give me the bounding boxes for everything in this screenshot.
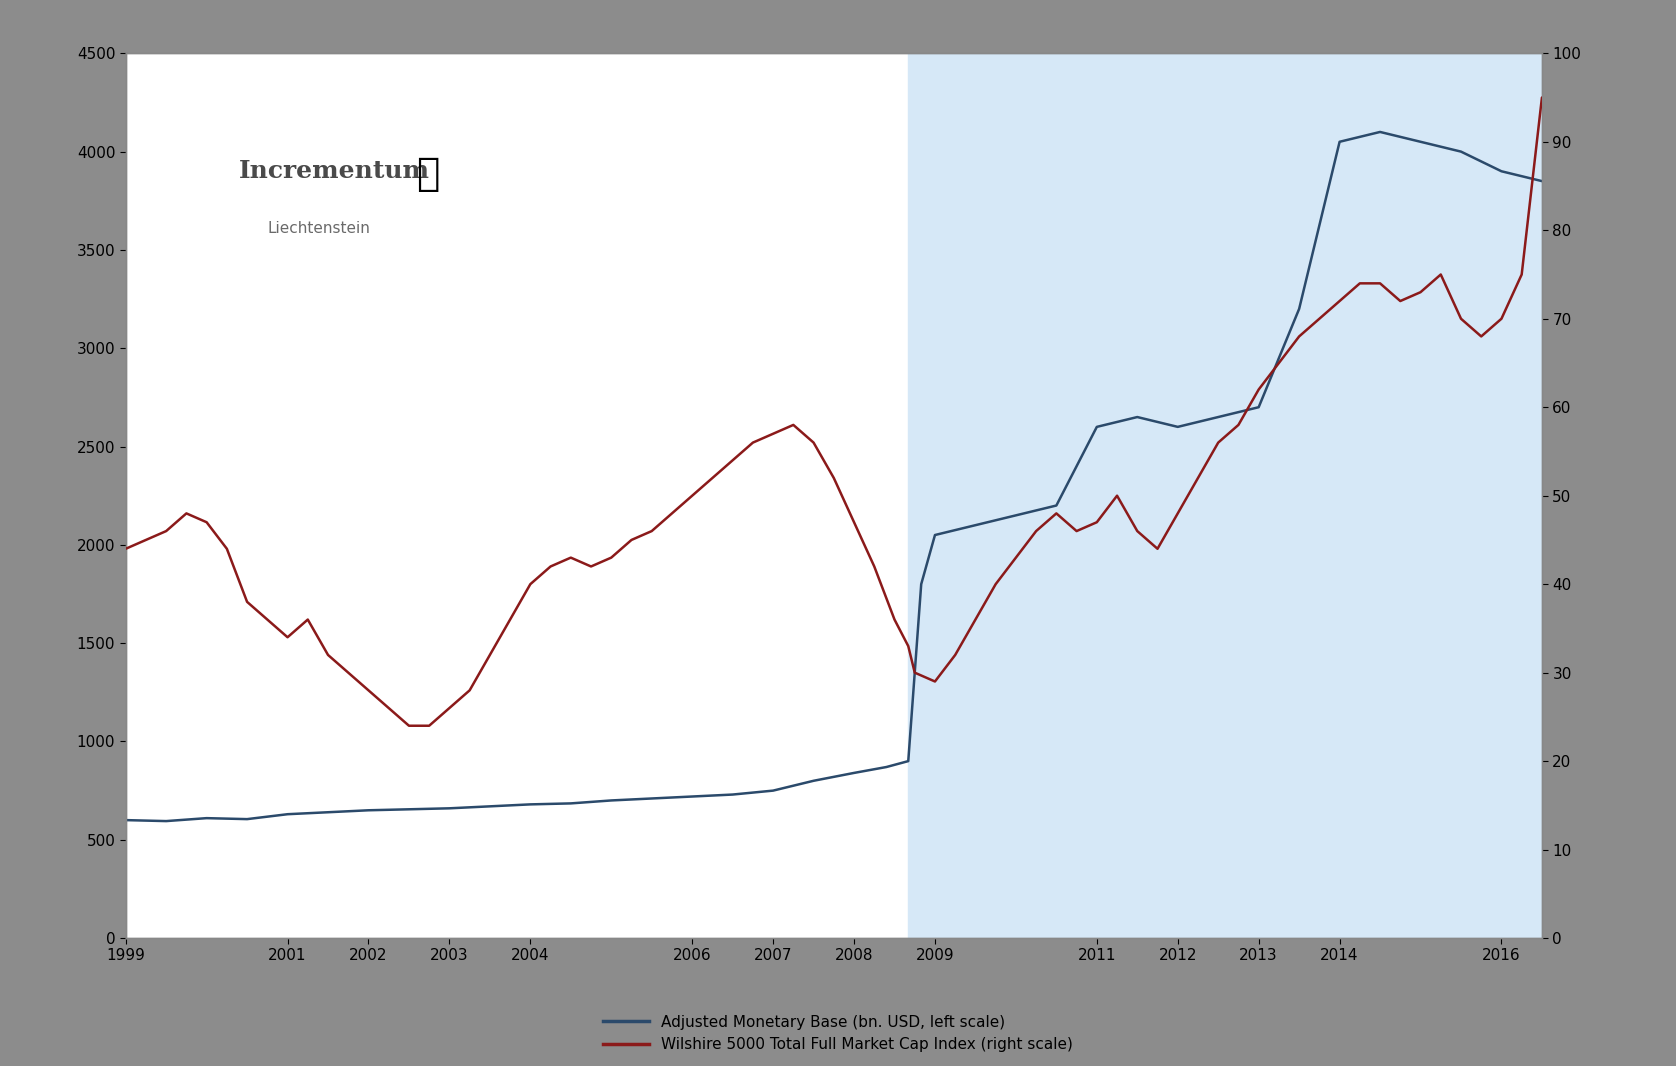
Legend: Adjusted Monetary Base (bn. USD, left scale), Wilshire 5000 Total Full Market Ca: Adjusted Monetary Base (bn. USD, left sc… (597, 1008, 1079, 1059)
Text: Liechtenstein: Liechtenstein (266, 222, 370, 237)
Text: 🌳: 🌳 (416, 155, 439, 193)
Text: Incrementum: Incrementum (240, 160, 431, 183)
Bar (908, 53, 1542, 938)
